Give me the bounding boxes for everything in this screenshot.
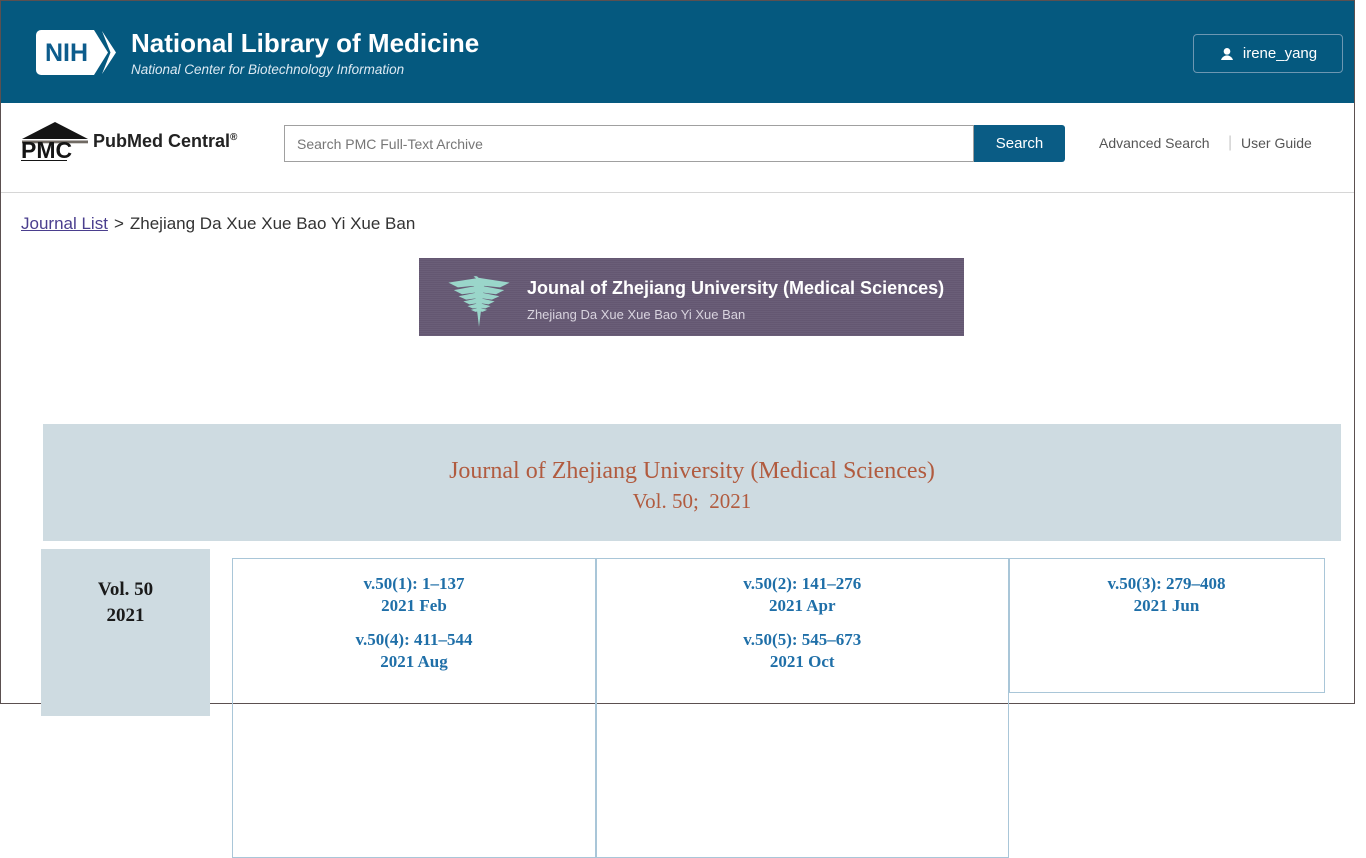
svg-text:PMC: PMC [21,137,72,161]
svg-text:NIH: NIH [45,39,88,67]
